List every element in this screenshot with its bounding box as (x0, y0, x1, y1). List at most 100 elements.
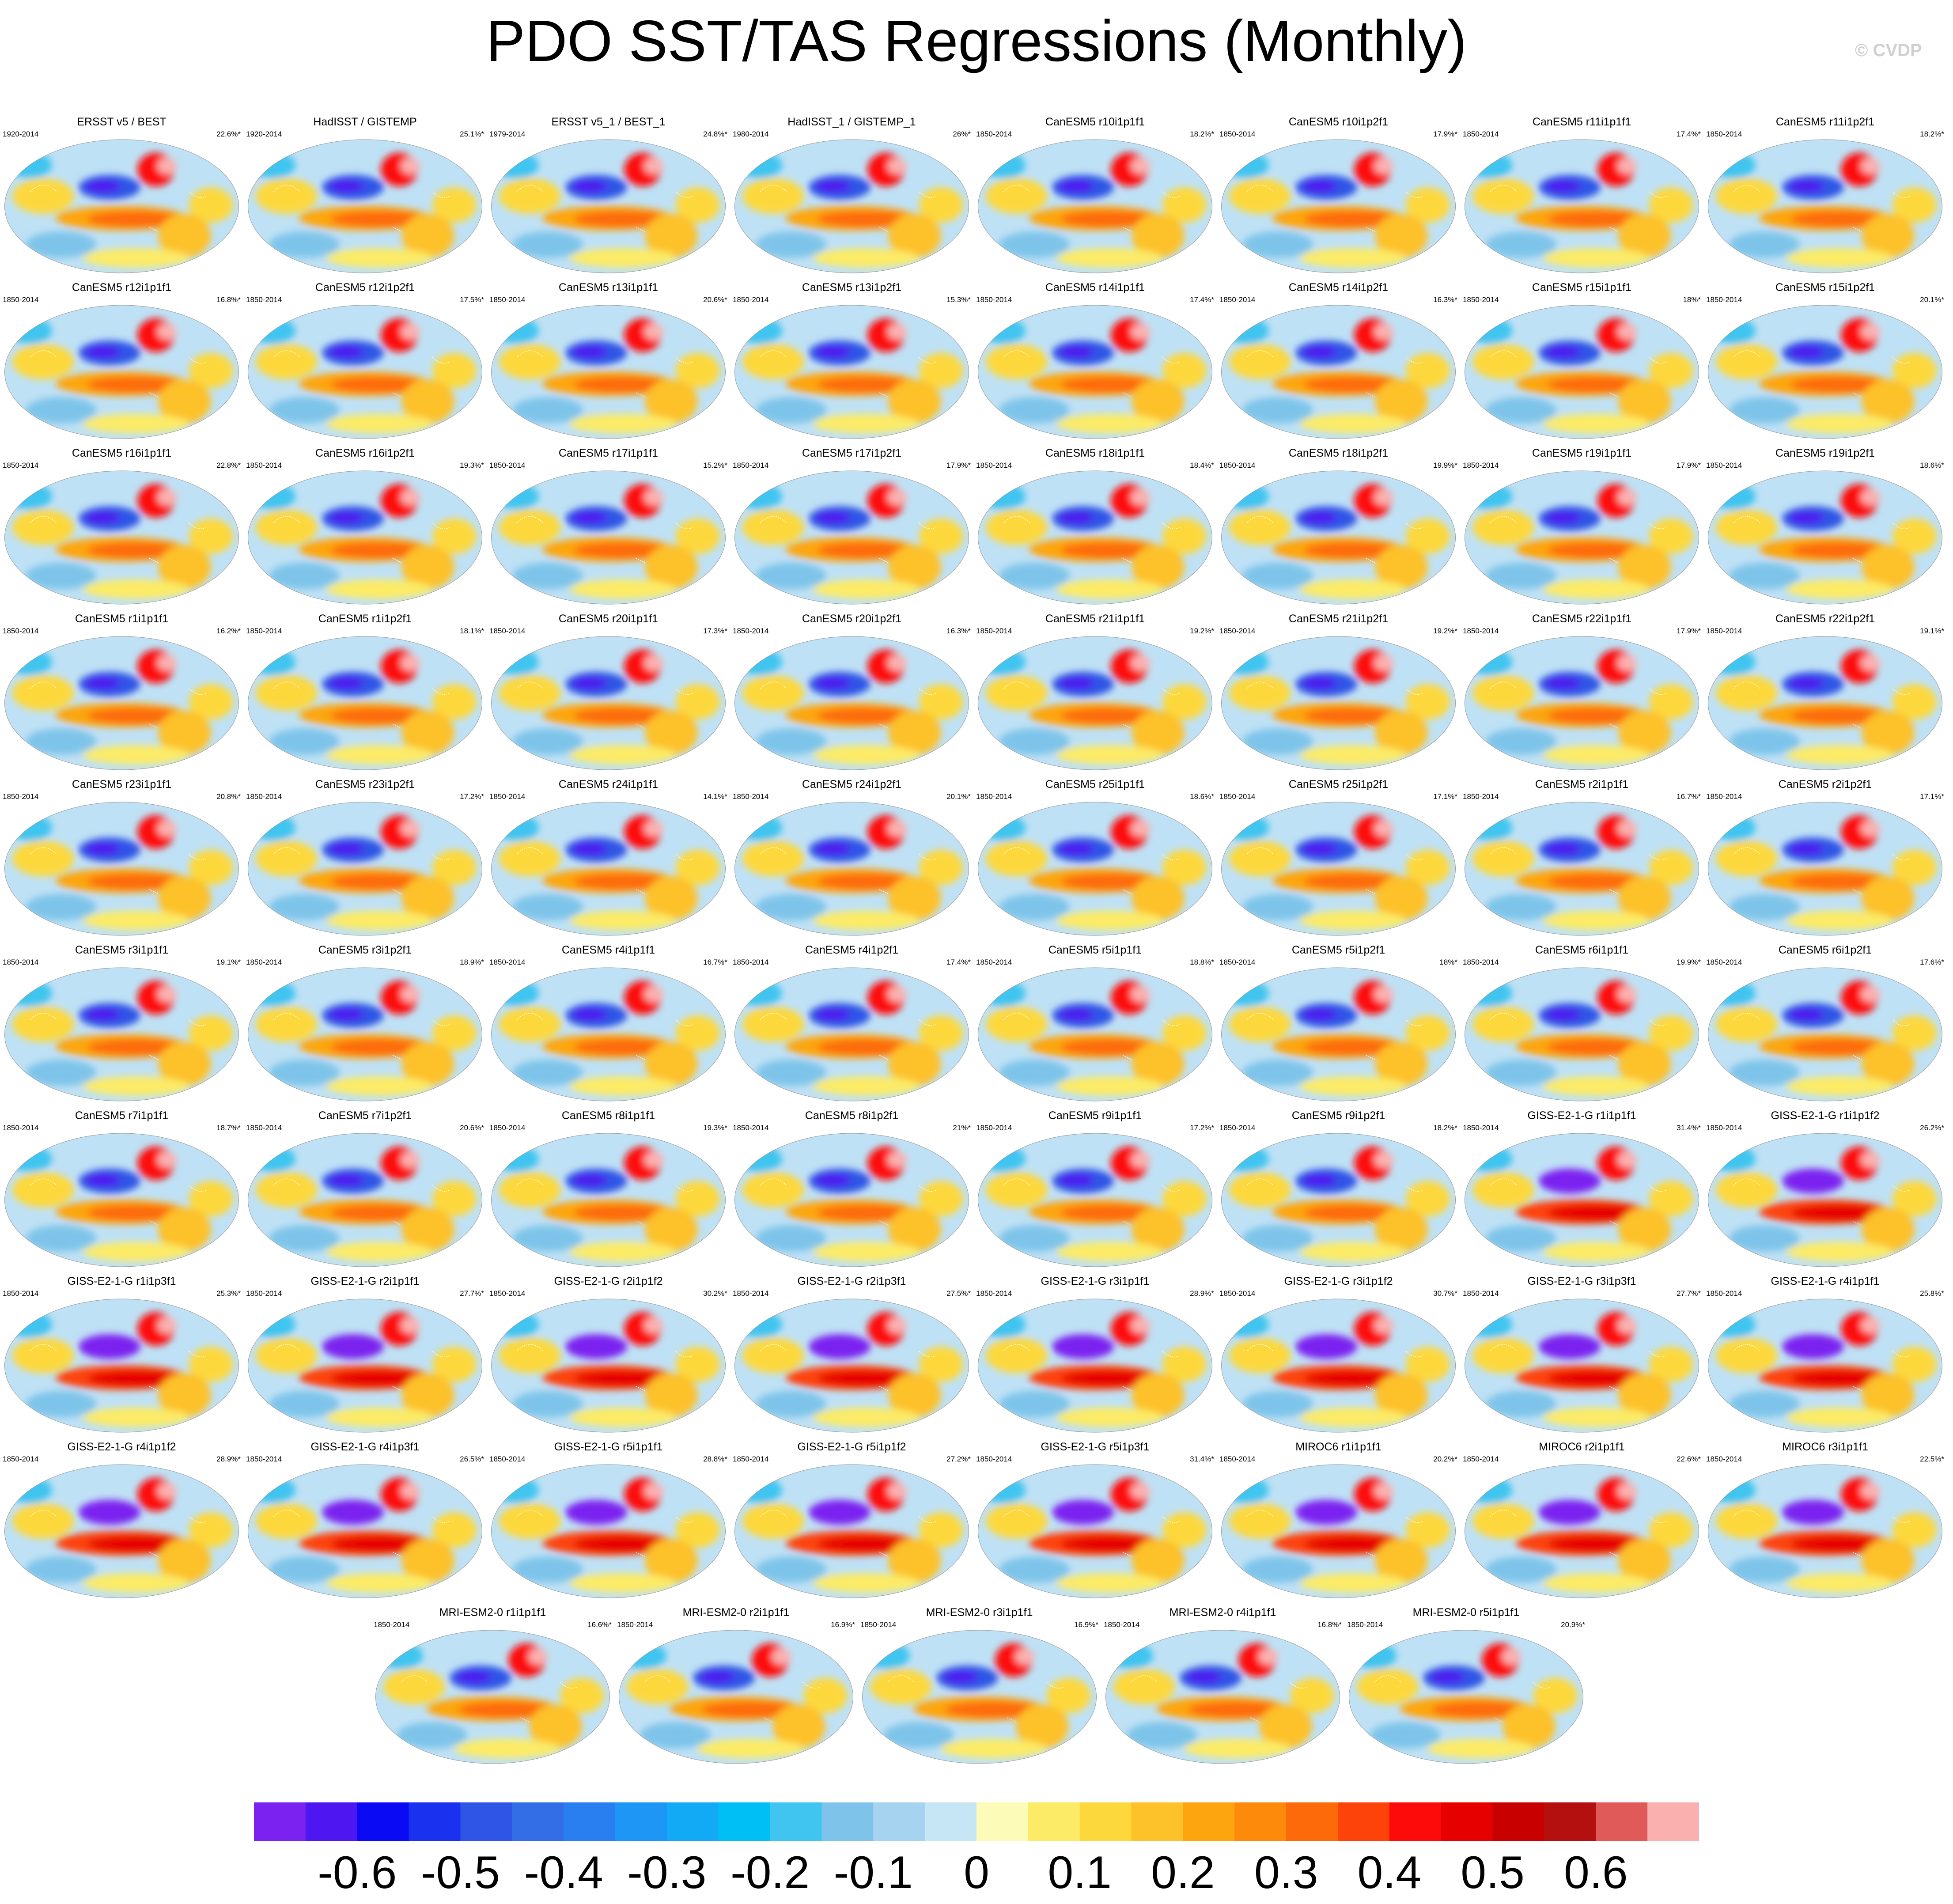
map-panel: GISS-E2-1-G r4i1p1f1 1850-2014 25.8%* (1703, 1275, 1947, 1441)
map-panel: MRI-ESM2-0 r3i1p1f1 1850-2014 16.9%* (858, 1606, 1101, 1772)
panel-years: 1850-2014 (3, 1289, 39, 1298)
regression-map (1105, 1630, 1340, 1764)
regression-map (491, 802, 726, 936)
panel-years: 1850-2014 (3, 1124, 39, 1132)
colorbar-swatch (1079, 1802, 1132, 1841)
regression-map (1465, 967, 1699, 1102)
colorbar-swatch (1286, 1802, 1338, 1841)
panel-years: 1850-2014 (976, 1124, 1012, 1132)
colorbar-tick-label: 0.3 (1254, 1847, 1318, 1898)
panel-percent: 19.1%* (216, 958, 241, 966)
map-panel: MRI-ESM2-0 r5i1p1f1 1850-2014 20.9%* (1344, 1606, 1588, 1772)
panel-title: GISS-E2-1-G r1i1p1f2 (1771, 1109, 1880, 1122)
regression-map (4, 967, 239, 1102)
map-panel: CanESM5 r19i1p2f1 1850-2014 18.6%* (1703, 447, 1947, 613)
panel-percent: 17.4%* (1190, 295, 1214, 304)
colorbar-tick-label: -0.6 (318, 1847, 397, 1898)
map-panel: CanESM5 r12i1p1f1 1850-2014 16.8%* (0, 281, 243, 447)
panel-title: CanESM5 r8i1p1f1 (561, 1109, 655, 1122)
panel-title: GISS-E2-1-G r3i1p3f1 (1527, 1275, 1636, 1287)
panel-years: 1850-2014 (976, 130, 1012, 138)
map-panel: CanESM5 r13i1p1f1 1850-2014 20.6%* (487, 281, 730, 447)
panel-title: MIROC6 r1i1p1f1 (1295, 1441, 1381, 1453)
colorbar-swatch (1544, 1802, 1596, 1841)
panel-title: CanESM5 r5i1p1f1 (1048, 944, 1142, 956)
panel-title: GISS-E2-1-G r2i1p1f1 (310, 1275, 420, 1287)
map-panel: CanESM5 r22i1p1f1 1850-2014 17.9%* (1460, 613, 1703, 778)
panel-percent: 20.1%* (946, 792, 971, 801)
regression-map (491, 305, 726, 439)
panel-percent: 17.9%* (1433, 130, 1457, 138)
map-panel: CanESM5 r2i1p1f1 1850-2014 16.7%* (1460, 778, 1703, 944)
panel-percent: 27.7%* (460, 1289, 484, 1298)
regression-map (491, 1464, 726, 1598)
panel-percent: 19.3%* (703, 1124, 727, 1132)
panel-years: 1850-2014 (733, 1124, 769, 1132)
colorbar-swatch (357, 1802, 409, 1841)
regression-map (4, 139, 239, 273)
panel-years: 1850-2014 (1706, 1455, 1742, 1463)
colorbar-swatch (1647, 1802, 1699, 1841)
panel-years: 1850-2014 (1219, 958, 1256, 966)
map-panel: CanESM5 r15i1p1f1 1850-2014 18%* (1460, 281, 1703, 447)
regression-map (1465, 1298, 1699, 1433)
map-panel: CanESM5 r2i1p2f1 1850-2014 17.1%* (1703, 778, 1947, 944)
map-panel: CanESM5 r6i1p1f1 1850-2014 19.9%* (1460, 944, 1703, 1109)
map-panel: CanESM5 r4i1p1f1 1850-2014 16.7%* (487, 944, 730, 1109)
panel-years: 1920-2014 (246, 130, 282, 138)
map-panel: CanESM5 r23i1p1f1 1850-2014 20.8%* (0, 778, 243, 944)
map-panel: CanESM5 r19i1p1f1 1850-2014 17.9%* (1460, 447, 1703, 613)
map-panel: CanESM5 r16i1p2f1 1850-2014 19.3%* (243, 447, 487, 613)
panel-title: CanESM5 r25i1p2f1 (1288, 778, 1389, 791)
panel-percent: 28.8%* (703, 1455, 727, 1463)
panel-years: 1850-2014 (1463, 461, 1499, 469)
panel-title: CanESM5 r6i1p1f1 (1535, 944, 1629, 956)
map-panel: CanESM5 r8i1p1f1 1850-2014 19.3%* (487, 1109, 730, 1275)
panel-title: GISS-E2-1-G r5i1p1f2 (797, 1441, 906, 1453)
regression-map (1708, 305, 1942, 439)
panel-years: 1850-2014 (860, 1620, 897, 1629)
colorbar-swatch (770, 1802, 822, 1841)
colorbar-tick-label: -0.5 (420, 1847, 500, 1898)
regression-map (1221, 305, 1456, 439)
panel-years: 1850-2014 (246, 792, 282, 801)
panel-percent: 25.1%* (460, 130, 484, 138)
panel-title: CanESM5 r17i1p1f1 (558, 447, 659, 459)
map-panel: MRI-ESM2-0 r4i1p1f1 1850-2014 16.8%* (1101, 1606, 1344, 1772)
panel-title: CanESM5 r16i1p1f1 (72, 447, 172, 459)
panel-years: 1850-2014 (733, 1289, 769, 1298)
map-panel: CanESM5 r1i1p1f1 1850-2014 16.2%* (0, 613, 243, 778)
figure-title: PDO SST/TAS Regressions (Monthly) (486, 8, 1467, 73)
panel-percent: 14.1%* (703, 792, 727, 801)
map-panel: CanESM5 r10i1p1f1 1850-2014 18.2%* (973, 116, 1217, 281)
map-panel: GISS-E2-1-G r3i1p1f2 1850-2014 30.7%* (1217, 1275, 1460, 1441)
panel-percent: 22.5%* (1920, 1455, 1944, 1463)
panel-percent: 26.5%* (460, 1455, 484, 1463)
map-panel: CanESM5 r8i1p2f1 1850-2014 21%* (730, 1109, 973, 1275)
panel-years: 1850-2014 (1219, 792, 1256, 801)
regression-map (1221, 470, 1456, 605)
regression-map (1465, 139, 1699, 273)
map-panel: CanESM5 r12i1p2f1 1850-2014 17.5%* (243, 281, 487, 447)
regression-map (4, 305, 239, 439)
panel-title: MIROC6 r3i1p1f1 (1782, 1441, 1868, 1453)
regression-map (491, 139, 726, 273)
colorbar-tick-label: 0 (964, 1847, 989, 1898)
panel-title: CanESM5 r3i1p2f1 (318, 944, 412, 956)
panel-years: 1850-2014 (733, 627, 769, 635)
panel-title: CanESM5 r1i1p2f1 (318, 613, 412, 625)
regression-map (734, 636, 969, 770)
panel-years: 1850-2014 (733, 1455, 769, 1463)
colorbar-swatch (409, 1802, 461, 1841)
regression-map (1349, 1630, 1583, 1764)
panel-years: 1850-2014 (489, 1455, 526, 1463)
colorbar-swatch (1389, 1802, 1442, 1841)
regression-map (734, 470, 969, 605)
panel-years: 1850-2014 (3, 627, 39, 635)
panel-percent: 27.7%* (1677, 1289, 1701, 1298)
map-panel: MIROC6 r3i1p1f1 1850-2014 22.5%* (1703, 1441, 1947, 1606)
map-panel: GISS-E2-1-G r5i1p3f1 1850-2014 31.4%* (973, 1441, 1217, 1606)
panel-percent: 27.2%* (946, 1455, 971, 1463)
panel-grid: ERSST v5 / BEST 1920-2014 22.6%* HadISST / … (0, 116, 1947, 1764)
panel-title: GISS-E2-1-G r1i1p3f1 (67, 1275, 176, 1287)
